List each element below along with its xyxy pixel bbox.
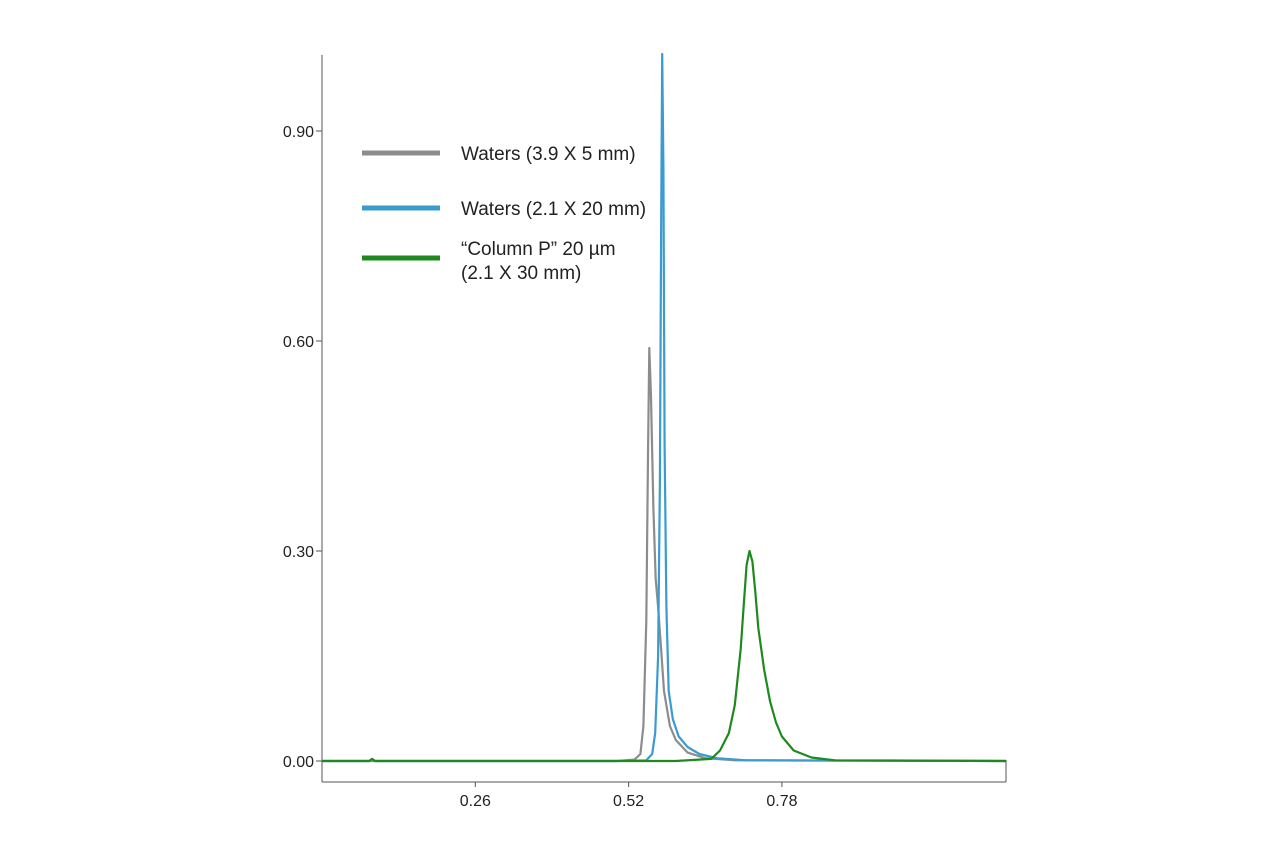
legend-label-2: Waters (2.1 X 20 mm): [461, 199, 646, 220]
x-ticks: 0.26 0.52 0.78: [460, 782, 798, 810]
legend: Waters (3.9 X 5 mm) Waters (2.1 X 20 mm) “…: [362, 144, 646, 284]
y-tick-label: 0.30: [283, 544, 314, 561]
y-tick-label: 0.60: [283, 334, 314, 351]
x-tick-label: 0.78: [766, 793, 797, 810]
legend-label-3: (2.1 X 30 mm): [461, 263, 581, 284]
legend-label-3: “Column P” 20 µm: [461, 239, 616, 260]
x-tick-label: 0.52: [613, 793, 644, 810]
plot-lines: [322, 52, 1007, 763]
axes: [321, 55, 1007, 783]
series-line-1: [322, 346, 1007, 763]
legend-label-1: Waters (3.9 X 5 mm): [461, 144, 636, 165]
x-tick-label: 0.26: [460, 793, 491, 810]
y-ticks: 0.00 0.30 0.60 0.90: [283, 124, 322, 771]
y-tick-label: 0.90: [283, 124, 314, 141]
y-tick-label: 0.00: [283, 754, 314, 771]
series-line-3: [322, 549, 1007, 763]
